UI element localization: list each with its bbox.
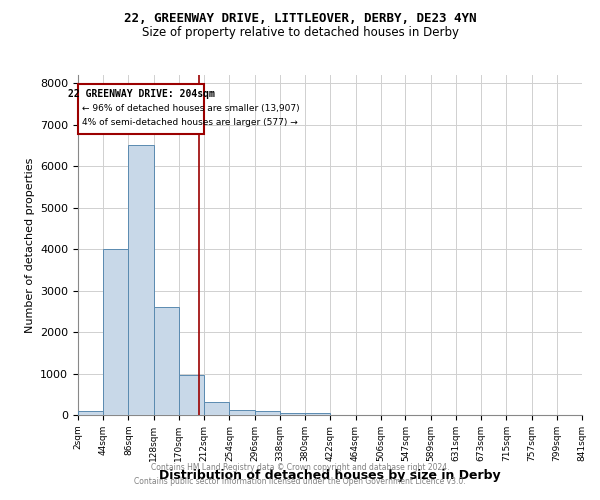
Bar bbox=[179, 375, 204, 415]
Text: Contains public sector information licensed under the Open Government Licence v3: Contains public sector information licen… bbox=[134, 477, 466, 486]
Text: Contains HM Land Registry data © Crown copyright and database right 2024.: Contains HM Land Registry data © Crown c… bbox=[151, 464, 449, 472]
FancyBboxPatch shape bbox=[78, 84, 204, 134]
Bar bbox=[154, 307, 179, 415]
Bar bbox=[305, 412, 331, 415]
Bar bbox=[78, 412, 103, 415]
Bar bbox=[204, 402, 229, 415]
Bar bbox=[254, 412, 280, 415]
Text: 4% of semi-detached houses are larger (577) →: 4% of semi-detached houses are larger (5… bbox=[82, 118, 298, 128]
X-axis label: Distribution of detached houses by size in Derby: Distribution of detached houses by size … bbox=[159, 470, 501, 482]
Y-axis label: Number of detached properties: Number of detached properties bbox=[25, 158, 35, 332]
Text: 22, GREENWAY DRIVE, LITTLEOVER, DERBY, DE23 4YN: 22, GREENWAY DRIVE, LITTLEOVER, DERBY, D… bbox=[124, 12, 476, 26]
Bar bbox=[103, 249, 128, 415]
Text: Size of property relative to detached houses in Derby: Size of property relative to detached ho… bbox=[142, 26, 458, 39]
Text: 22 GREENWAY DRIVE: 204sqm: 22 GREENWAY DRIVE: 204sqm bbox=[68, 89, 215, 99]
Bar bbox=[128, 146, 154, 415]
Bar bbox=[280, 412, 305, 415]
Text: ← 96% of detached houses are smaller (13,907): ← 96% of detached houses are smaller (13… bbox=[82, 104, 299, 112]
Bar bbox=[229, 410, 254, 415]
